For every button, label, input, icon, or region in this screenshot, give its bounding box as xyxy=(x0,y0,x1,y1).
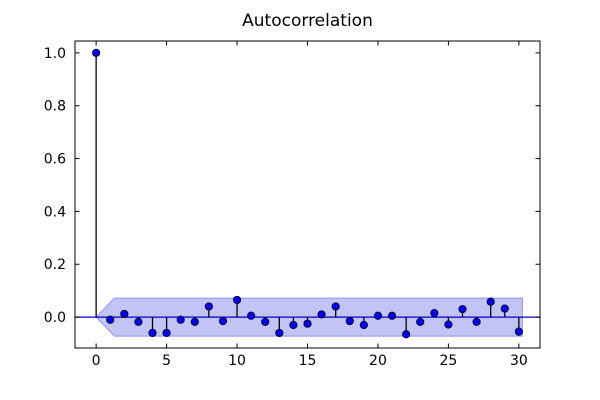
marker-lag-20 xyxy=(373,311,383,320)
marker-lag-7 xyxy=(190,317,199,326)
marker-lag-14 xyxy=(289,320,298,330)
marker-lag-2 xyxy=(120,309,129,319)
x-tick-label-25: 25 xyxy=(439,353,457,369)
marker-lag-26 xyxy=(458,305,467,314)
marker-lag-23 xyxy=(416,317,425,326)
marker-lag-22 xyxy=(402,330,411,339)
x-tick-label-0: 0 xyxy=(92,353,101,369)
marker-lag-25 xyxy=(444,320,453,329)
marker-lag-17 xyxy=(331,302,340,311)
marker-lag-18 xyxy=(345,316,354,326)
y-tick-label-0.4: 0.4 xyxy=(44,204,66,220)
y-tick-label-0.8: 0.8 xyxy=(44,99,66,115)
marker-lag-29 xyxy=(500,304,509,313)
x-tick-label-30: 30 xyxy=(510,353,528,369)
marker-lag-13 xyxy=(275,328,284,338)
marker-lag-8 xyxy=(204,302,213,311)
marker-lag-11 xyxy=(247,311,256,320)
y-tick-label-0.6: 0.6 xyxy=(44,152,66,168)
x-tick-label-20: 20 xyxy=(369,353,387,369)
y-tick-label-1.0: 1.0 xyxy=(44,46,66,62)
marker-lag-15 xyxy=(303,319,312,328)
marker-lag-4 xyxy=(148,328,157,338)
marker-lag-1 xyxy=(106,315,115,324)
marker-lag-16 xyxy=(317,310,326,319)
marker-lag-6 xyxy=(176,315,185,324)
marker-lag-3 xyxy=(134,317,143,326)
marker-lag-0 xyxy=(92,48,101,57)
chart-title: Autocorrelation xyxy=(242,11,373,31)
marker-lag-30 xyxy=(514,327,523,336)
marker-lag-5 xyxy=(162,328,171,338)
x-tick-label-5: 5 xyxy=(162,353,171,369)
marker-lag-10 xyxy=(232,295,242,305)
marker-lag-9 xyxy=(218,316,228,326)
y-tick-label-0.0: 0.0 xyxy=(44,310,66,326)
marker-lag-12 xyxy=(261,317,270,326)
marker-lag-27 xyxy=(472,317,481,326)
x-tick-label-10: 10 xyxy=(228,353,246,369)
marker-lag-28 xyxy=(486,297,495,306)
marker-lag-21 xyxy=(387,311,397,320)
y-tick-label-0.2: 0.2 xyxy=(44,257,66,273)
marker-lag-24 xyxy=(430,309,439,318)
x-tick-label-15: 15 xyxy=(299,353,317,369)
marker-lag-19 xyxy=(359,320,368,330)
